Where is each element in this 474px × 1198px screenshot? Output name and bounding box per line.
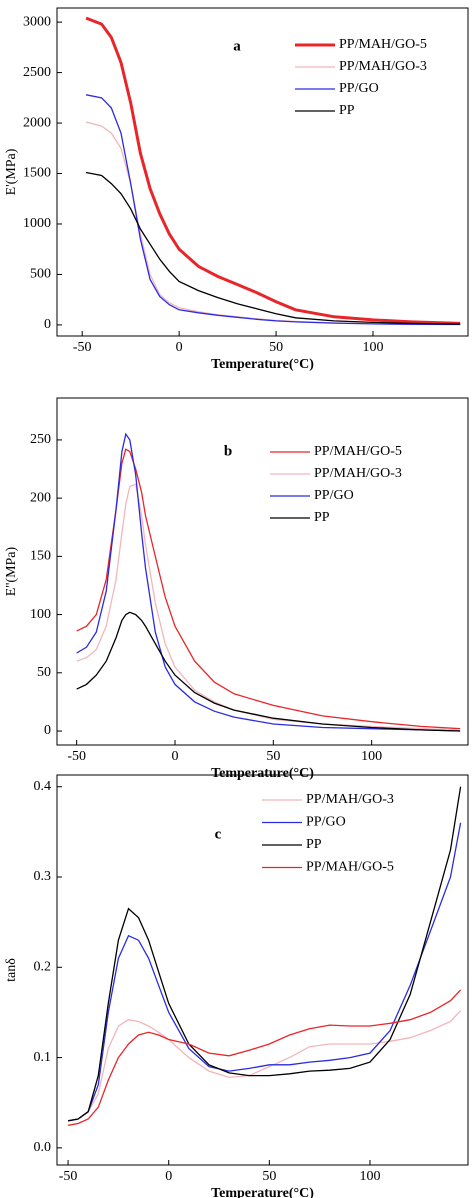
series-line <box>85 16 461 325</box>
legend-label: PP/MAH/GO-3 <box>306 792 394 807</box>
x-tick-label: 50 <box>262 1169 276 1184</box>
y-tick-label: 100 <box>30 607 51 622</box>
y-tick-label: 3000 <box>23 14 51 29</box>
series-line <box>76 432 461 732</box>
x-tick-label: 100 <box>363 340 384 355</box>
y-tick-label: 1000 <box>23 216 51 231</box>
legend-label: PP/GO <box>314 488 354 503</box>
legend-label: PP/MAH/GO-3 <box>314 466 402 481</box>
x-tick-label: 50 <box>269 340 283 355</box>
plot-frame <box>56 774 469 1166</box>
y-tick-label: 0.4 <box>34 779 52 794</box>
legend-label: PP/MAH/GO-3 <box>339 59 427 74</box>
x-tick-label: 0 <box>165 1169 172 1184</box>
series-line <box>85 121 461 326</box>
y-axis-label: tanδ <box>4 958 19 982</box>
y-tick-label: 1500 <box>23 166 51 181</box>
x-axis-label: Temperature(°C) <box>211 766 314 781</box>
legend-label: PP/GO <box>339 81 379 96</box>
y-tick-label: 200 <box>30 490 51 505</box>
y-tick-label: 0.3 <box>34 869 52 884</box>
series-line <box>76 448 461 730</box>
panel-label: b <box>224 443 232 459</box>
y-tick-label: 50 <box>37 665 51 680</box>
series-line <box>76 611 461 732</box>
series-line <box>76 483 461 731</box>
x-tick-label: 100 <box>359 1169 380 1184</box>
series-line <box>67 786 462 1122</box>
y-axis-label: E''(MPa) <box>4 546 19 596</box>
y-tick-label: 0 <box>44 723 51 738</box>
x-axis-label: Temperature(°C) <box>211 357 314 372</box>
y-tick-label: 0.1 <box>34 1050 52 1065</box>
y-tick-label: 0 <box>44 317 51 332</box>
legend-label: PP <box>314 510 330 525</box>
x-tick-label: -50 <box>59 1169 78 1184</box>
y-tick-label: 2000 <box>23 115 51 130</box>
y-tick-label: 150 <box>30 549 51 564</box>
x-tick-label: 100 <box>361 749 382 764</box>
x-axis-label: Temperature(°C) <box>211 1186 314 1198</box>
panel-label: a <box>233 38 241 54</box>
x-tick-label: 0 <box>176 340 183 355</box>
x-tick-label: -50 <box>73 340 92 355</box>
legend-label: PP/MAH/GO-5 <box>306 860 394 875</box>
x-tick-label: -50 <box>67 749 86 764</box>
legend-label: PP/MAH/GO-5 <box>339 37 427 52</box>
series-line <box>67 1010 462 1122</box>
legend-label: PP <box>339 103 355 118</box>
y-axis-label: E'(MPa) <box>4 148 19 195</box>
legend-label: PP/GO <box>306 815 346 830</box>
y-tick-label: 2500 <box>23 65 51 80</box>
series-line <box>67 989 462 1126</box>
y-tick-label: 0.0 <box>34 1140 52 1155</box>
y-tick-label: 500 <box>30 267 51 282</box>
series-line <box>85 171 461 325</box>
x-tick-label: 0 <box>171 749 178 764</box>
x-tick-label: 50 <box>266 749 280 764</box>
panel-label: c <box>215 826 222 842</box>
plot-frame <box>56 7 469 337</box>
y-tick-label: 0.2 <box>34 960 52 975</box>
legend-label: PP <box>306 837 322 852</box>
y-tick-label: 250 <box>30 432 51 447</box>
plot-frame <box>56 397 469 746</box>
legend-label: PP/MAH/GO-5 <box>314 444 402 459</box>
series-line <box>85 94 461 326</box>
